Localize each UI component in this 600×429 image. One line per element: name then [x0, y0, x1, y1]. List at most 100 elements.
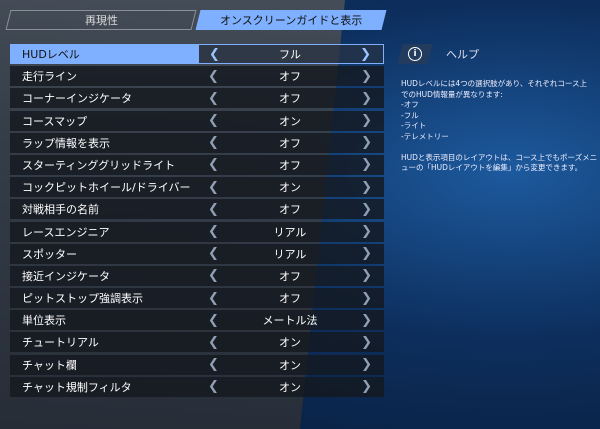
chevron-right-icon[interactable]: ❯ — [361, 224, 372, 239]
setting-selector[interactable]: ❮ オン ❯ — [198, 111, 384, 131]
setting-label: チュートリアル — [22, 336, 99, 350]
setting-selector[interactable]: ❮ オン ❯ — [198, 332, 384, 352]
help-line: -オフ — [401, 100, 419, 109]
setting-label: コースマップ — [22, 114, 88, 128]
tab-onscreen-guide[interactable]: オンスクリーンガイドと表示 — [195, 10, 387, 30]
setting-value: メートル法 — [262, 314, 318, 328]
chevron-left-icon[interactable]: ❮ — [208, 90, 219, 106]
setting-row[interactable]: コックピットホイール/ドライバー ❮ オン ❯ — [10, 177, 384, 198]
help-line: でのHUD情報量が異なります: — [401, 89, 503, 99]
chevron-right-icon[interactable]: ❯ — [360, 46, 371, 62]
chevron-right-icon[interactable]: ❯ — [361, 201, 372, 217]
setting-selector[interactable]: ❮ オフ ❯ — [198, 199, 384, 219]
setting-selector[interactable]: ❮ オフ ❯ — [198, 288, 384, 308]
chevron-left-icon[interactable]: ❮ — [208, 179, 219, 195]
setting-selector[interactable]: ❮ オン ❯ — [198, 177, 384, 197]
setting-label: 走行ライン — [22, 70, 77, 84]
chevron-left-icon[interactable]: ❮ — [208, 357, 219, 373]
setting-row[interactable]: スポッター ❮ リアル ❯ — [10, 243, 384, 264]
chevron-right-icon[interactable]: ❯ — [361, 357, 372, 373]
chevron-left-icon[interactable]: ❮ — [209, 46, 220, 62]
setting-selector[interactable]: ❮ リアル ❯ — [198, 222, 384, 242]
setting-row[interactable]: レースエンジニア ❮ リアル ❯ — [10, 221, 384, 242]
help-line — [401, 142, 596, 153]
setting-value: オン — [279, 380, 301, 394]
setting-label: スポッター — [22, 247, 77, 261]
setting-row[interactable]: チャット規制フィルタ ❮ オン ❯ — [10, 376, 384, 397]
tab-label: 再現性 — [84, 14, 118, 27]
setting-value: オン — [279, 358, 301, 372]
chevron-right-icon[interactable]: ❯ — [361, 179, 372, 195]
setting-row[interactable]: コーナーインジケータ ❮ オフ ❯ — [10, 88, 384, 109]
chevron-right-icon[interactable]: ❯ — [361, 113, 372, 129]
help-line: -ライト — [401, 121, 427, 130]
setting-row[interactable]: ラップ情報を表示 ❮ オフ ❯ — [10, 132, 384, 153]
chevron-left-icon[interactable]: ❮ — [208, 290, 219, 306]
chevron-left-icon[interactable]: ❮ — [208, 201, 219, 217]
chevron-left-icon[interactable]: ❮ — [208, 334, 219, 350]
tab-reproducibility[interactable]: 再現性 — [5, 10, 197, 30]
chevron-left-icon[interactable]: ❮ — [208, 68, 219, 84]
chevron-left-icon[interactable]: ❮ — [208, 246, 219, 262]
setting-value: オン — [279, 336, 301, 350]
chevron-left-icon[interactable]: ❮ — [208, 135, 219, 151]
chevron-right-icon[interactable]: ❯ — [361, 246, 372, 262]
chevron-right-icon[interactable]: ❯ — [361, 90, 372, 106]
chevron-left-icon[interactable]: ❮ — [208, 113, 219, 129]
chevron-left-icon[interactable]: ❮ — [208, 268, 219, 284]
setting-label: 単位表示 — [22, 314, 66, 328]
setting-value: オフ — [279, 136, 301, 150]
help-title: ヘルプ — [446, 48, 479, 61]
setting-row[interactable]: ピットストップ強調表示 ❮ オフ ❯ — [10, 288, 384, 309]
chevron-right-icon[interactable]: ❯ — [361, 157, 372, 173]
chevron-right-icon[interactable]: ❯ — [361, 379, 372, 395]
chevron-left-icon[interactable]: ❮ — [208, 379, 219, 395]
setting-label: ピットストップ強調表示 — [22, 292, 143, 306]
tab-label: オンスクリーンガイドと表示 — [219, 14, 363, 27]
setting-value: リアル — [273, 225, 307, 239]
chevron-right-icon[interactable]: ❯ — [361, 334, 372, 350]
chevron-left-icon[interactable]: ❮ — [208, 224, 219, 239]
chevron-right-icon[interactable]: ❯ — [361, 268, 372, 284]
setting-selector[interactable]: ❮ オフ ❯ — [198, 88, 384, 108]
setting-value: オフ — [279, 292, 301, 306]
setting-selector[interactable]: ❮ リアル ❯ — [198, 244, 384, 264]
setting-value: オフ — [279, 70, 301, 84]
setting-row[interactable]: HUDレベル ❮ フル ❯ — [10, 44, 384, 64]
help-line: HUDレベルには4つの選択肢があり、それぞれコース上 — [401, 79, 587, 88]
setting-row[interactable]: チュートリアル ❮ オン ❯ — [10, 332, 384, 353]
help-line: -テレメトリー — [401, 131, 449, 141]
setting-selector[interactable]: ❮ オン ❯ — [198, 377, 384, 397]
chevron-right-icon[interactable]: ❯ — [361, 312, 372, 328]
setting-label: HUDレベル — [10, 44, 198, 64]
help-line: -フル — [401, 110, 419, 120]
setting-row[interactable]: 対戦相手の名前 ❮ オフ ❯ — [10, 199, 384, 220]
setting-label: チャット規制フィルタ — [22, 380, 132, 394]
setting-selector[interactable]: ❮ オフ ❯ — [198, 155, 384, 175]
setting-row[interactable]: コースマップ ❮ オン ❯ — [10, 110, 384, 131]
setting-row[interactable]: 走行ライン ❮ オフ ❯ — [10, 66, 384, 87]
help-line: ューの「HUDレイアウトを編集」から変更できます。 — [401, 163, 583, 172]
setting-label: コーナーインジケータ — [22, 92, 132, 106]
setting-selector[interactable]: ❮ オフ ❯ — [198, 266, 384, 286]
setting-selector[interactable]: ❮ メートル法 ❯ — [198, 310, 384, 330]
info-glyph: i — [408, 47, 422, 61]
setting-value: オフ — [279, 269, 301, 283]
setting-label: 接近インジケータ — [22, 269, 110, 283]
setting-row[interactable]: チャット欄 ❮ オン ❯ — [10, 354, 384, 375]
chevron-left-icon[interactable]: ❮ — [208, 312, 219, 328]
setting-selector[interactable]: ❮ オフ ❯ — [198, 66, 384, 86]
chevron-right-icon[interactable]: ❯ — [361, 135, 372, 151]
chevron-right-icon[interactable]: ❯ — [361, 290, 372, 306]
setting-row[interactable]: スターティンググリッドライト ❮ オフ ❯ — [10, 154, 384, 175]
setting-value: オフ — [279, 92, 301, 106]
setting-label: ラップ情報を表示 — [22, 136, 110, 150]
setting-row[interactable]: 接近インジケータ ❮ オフ ❯ — [10, 265, 384, 286]
chevron-right-icon[interactable]: ❯ — [361, 68, 372, 84]
setting-selector[interactable]: ❮ オフ ❯ — [198, 133, 384, 153]
setting-row[interactable]: 単位表示 ❮ メートル法 ❯ — [10, 310, 384, 331]
chevron-left-icon[interactable]: ❮ — [208, 157, 219, 173]
setting-selector[interactable]: ❮ オン ❯ — [198, 355, 384, 375]
info-icon: i — [397, 44, 433, 64]
setting-selector[interactable]: ❮ フル ❯ — [198, 44, 384, 64]
